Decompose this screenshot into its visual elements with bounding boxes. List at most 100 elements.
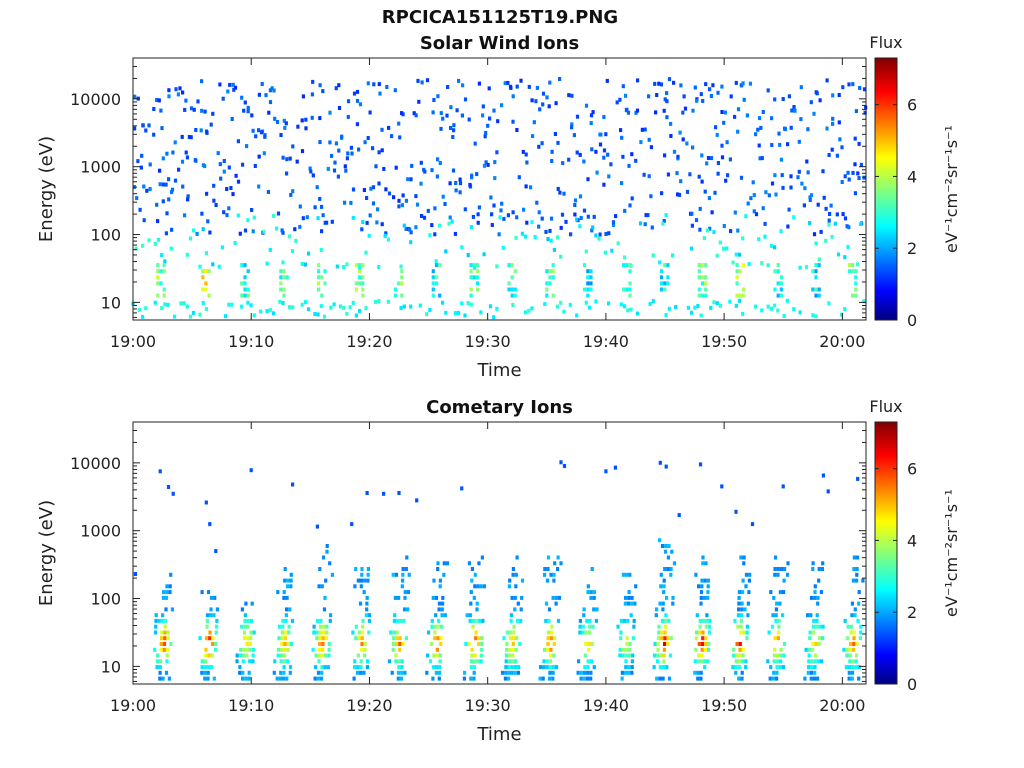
heatmap-cell xyxy=(188,314,193,319)
heatmap-cell xyxy=(675,171,679,176)
heatmap-cell xyxy=(507,263,511,268)
heatmap-cell xyxy=(303,262,307,267)
heatmap-cell xyxy=(321,89,325,94)
heatmap-cell xyxy=(324,653,328,658)
heatmap-cell xyxy=(622,287,626,292)
heatmap-cell xyxy=(316,670,321,675)
heatmap-cell xyxy=(148,187,152,191)
heatmap-cell xyxy=(205,624,209,629)
heatmap-cell xyxy=(663,636,667,641)
heatmap-cell xyxy=(543,567,547,571)
heatmap-cell xyxy=(667,618,671,623)
heatmap-cell xyxy=(141,123,145,128)
heatmap-cell xyxy=(171,150,175,155)
heatmap-cell xyxy=(582,613,586,618)
heatmap-cell xyxy=(783,567,787,571)
heatmap-cell xyxy=(397,665,401,670)
heatmap-cell xyxy=(627,670,631,675)
heatmap-cell xyxy=(330,219,334,224)
heatmap-cell xyxy=(281,618,285,623)
heatmap-cell xyxy=(308,166,312,171)
heatmap-cell xyxy=(380,127,384,132)
heatmap-cell xyxy=(666,275,670,280)
heatmap-cell xyxy=(831,121,835,126)
heatmap-cell xyxy=(425,78,430,83)
heatmap-cell xyxy=(700,659,704,664)
heatmap-cell xyxy=(316,676,320,681)
heatmap-cell xyxy=(285,676,289,681)
heatmap-cell xyxy=(475,607,479,612)
heatmap-cell xyxy=(544,229,548,234)
panel-title: Cometary Ions xyxy=(426,397,573,418)
heatmap-cell xyxy=(824,238,828,243)
heatmap-cell xyxy=(618,647,622,652)
heatmap-cell xyxy=(630,659,634,664)
heatmap-cell xyxy=(856,171,860,176)
heatmap-cell xyxy=(300,149,305,154)
heatmap-cell xyxy=(428,659,433,664)
heatmap-cell xyxy=(776,293,780,298)
heatmap-cell xyxy=(167,676,171,681)
heatmap-cell xyxy=(634,584,638,589)
heatmap-cell xyxy=(480,647,484,652)
heatmap-cell xyxy=(736,129,740,134)
heatmap-cell xyxy=(291,249,295,254)
heatmap-cell xyxy=(319,248,323,252)
heatmap-cell xyxy=(811,642,815,646)
heatmap-cell xyxy=(172,314,177,319)
heatmap-cell xyxy=(515,618,520,623)
heatmap-cell xyxy=(511,303,515,307)
heatmap-cell xyxy=(169,246,173,251)
heatmap-cell xyxy=(358,309,362,313)
heatmap-cell xyxy=(448,181,452,186)
heatmap-cell xyxy=(663,153,667,158)
heatmap-cell xyxy=(458,181,463,186)
heatmap-cell xyxy=(402,304,406,309)
heatmap-cell xyxy=(218,82,222,87)
heatmap-cell xyxy=(638,221,643,226)
heatmap-cell xyxy=(208,636,212,641)
heatmap-cell xyxy=(578,152,582,157)
heatmap-cell xyxy=(242,108,246,113)
heatmap-cell xyxy=(773,173,777,178)
heatmap-cell xyxy=(198,312,202,317)
heatmap-cell xyxy=(814,314,818,319)
heatmap-cell xyxy=(460,245,464,250)
heatmap-cell xyxy=(643,127,647,132)
heatmap-cell xyxy=(393,613,397,618)
heatmap-cell xyxy=(767,193,771,198)
heatmap-cell xyxy=(856,618,860,623)
heatmap-cell xyxy=(662,659,666,664)
heatmap-cell xyxy=(570,125,574,130)
heatmap-cell xyxy=(734,80,738,85)
heatmap-cell xyxy=(732,647,736,652)
heatmap-cell xyxy=(216,151,220,156)
heatmap-cell xyxy=(288,156,292,161)
heatmap-cell xyxy=(241,659,245,664)
heatmap-cell xyxy=(703,189,707,194)
heatmap-cell xyxy=(855,567,859,571)
heatmap-cell xyxy=(326,166,330,171)
heatmap-cell xyxy=(624,659,628,664)
heatmap-cell xyxy=(812,676,817,681)
heatmap-cell xyxy=(384,231,388,236)
heatmap-cell xyxy=(676,154,680,159)
heatmap-cell xyxy=(697,584,701,589)
heatmap-cell xyxy=(438,653,442,658)
heatmap-cell xyxy=(431,110,435,115)
heatmap-cell xyxy=(159,647,163,652)
heatmap-cell xyxy=(777,630,781,635)
heatmap-cell xyxy=(240,293,244,298)
heatmap-cell xyxy=(414,194,418,199)
heatmap-cell xyxy=(624,653,628,658)
heatmap-cell xyxy=(436,624,440,629)
heatmap-cell xyxy=(425,312,429,317)
heatmap-cell xyxy=(427,630,431,635)
heatmap-cell xyxy=(671,601,675,606)
x-tick-label: 19:10 xyxy=(228,332,274,351)
heatmap-cell xyxy=(651,299,655,304)
heatmap-cell xyxy=(851,170,855,175)
heatmap-cell xyxy=(737,607,741,612)
heatmap-cell xyxy=(460,301,464,306)
heatmap-cell xyxy=(359,584,363,589)
